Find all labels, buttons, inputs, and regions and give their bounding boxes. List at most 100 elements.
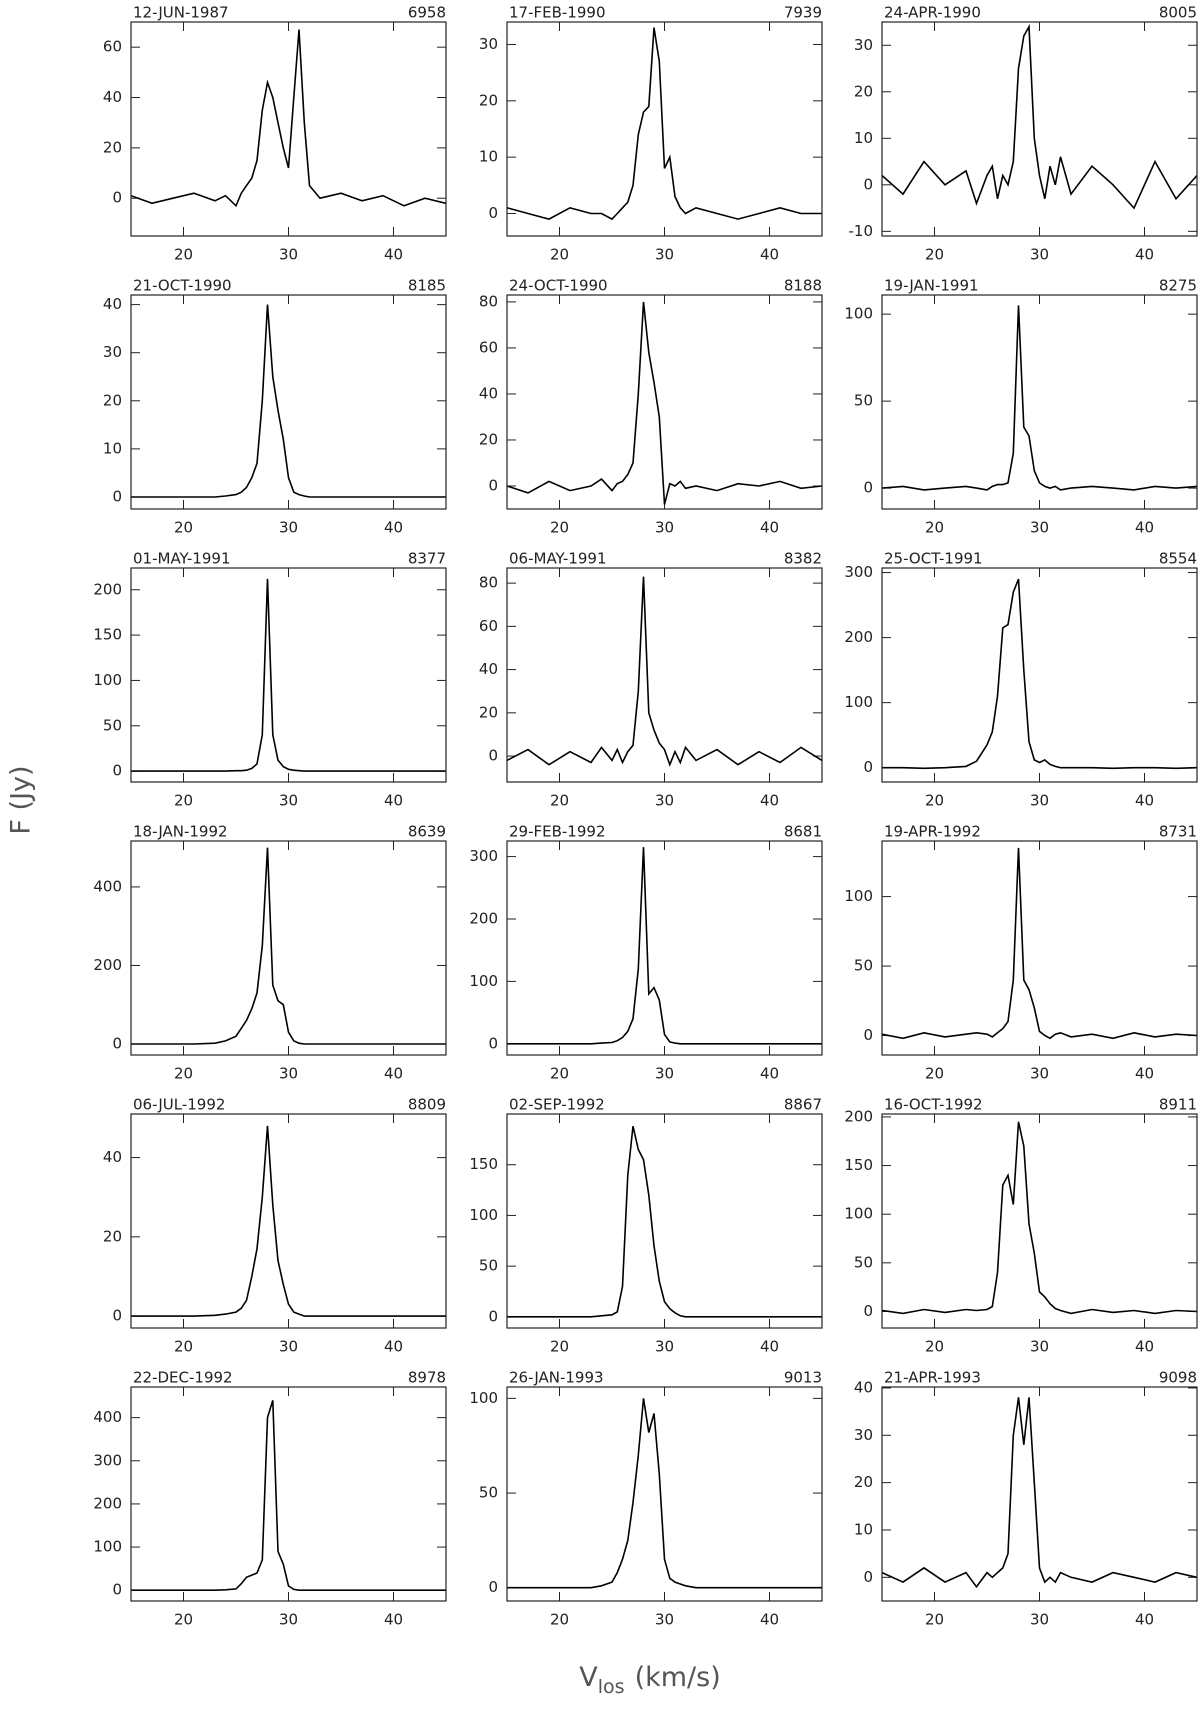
panel-title: 21-APR-1993 xyxy=(884,1369,981,1387)
panel-id: 8382 xyxy=(784,550,822,568)
panel-title: 19-APR-1992 xyxy=(884,823,981,841)
x-tick-label: 30 xyxy=(1030,1338,1049,1356)
panel-title: 24-APR-1990 xyxy=(884,4,981,22)
panel-title: 06-JUL-1992 xyxy=(133,1096,225,1114)
panel-title: 02-SEP-1992 xyxy=(509,1096,605,1114)
y-tick-label: 50 xyxy=(103,716,122,734)
x-tick-label: 40 xyxy=(1135,246,1154,264)
y-tick-label: 0 xyxy=(112,762,122,780)
plot-frame xyxy=(130,567,447,783)
y-tick-label: 100 xyxy=(844,305,873,323)
y-tick-label: 80 xyxy=(479,292,498,310)
panel-title: 19-JAN-1991 xyxy=(884,277,979,295)
y-tick-label: 50 xyxy=(479,1257,498,1275)
panel: 21-OCT-1990 8185 0 10 20 30 40 20 30 40 xyxy=(103,277,447,537)
x-tick-label: 30 xyxy=(279,246,298,264)
panel-id: 7939 xyxy=(784,4,822,22)
y-tick-label: 100 xyxy=(844,887,873,905)
y-tick-label: 50 xyxy=(854,957,873,975)
plot-frame xyxy=(130,840,447,1056)
panel: 19-JAN-1991 8275 0 50 100 20 30 40 xyxy=(844,277,1198,537)
plot-frame xyxy=(881,840,1198,1056)
panel-title: 22-DEC-1992 xyxy=(133,1369,233,1387)
x-tick-label: 30 xyxy=(279,519,298,537)
panel-title: 06-MAY-1991 xyxy=(509,550,607,568)
spectrum-line xyxy=(131,1125,446,1317)
y-tick-label: 0 xyxy=(488,747,498,765)
y-tick-label: 150 xyxy=(469,1155,498,1173)
panel-id: 6958 xyxy=(408,4,446,22)
x-tick-label: 30 xyxy=(1030,1611,1049,1629)
plot-frame xyxy=(881,1386,1198,1602)
y-tick-label: 40 xyxy=(854,1378,873,1396)
x-tick-label: 30 xyxy=(279,792,298,810)
y-tick-label: 200 xyxy=(844,628,873,646)
x-tick-label: 20 xyxy=(550,1338,569,1356)
x-tick-label: 30 xyxy=(655,1611,674,1629)
y-tick-label: 100 xyxy=(844,693,873,711)
y-tick-label: 0 xyxy=(112,1307,122,1325)
y-tick-label: 30 xyxy=(854,1426,873,1444)
plot-frame xyxy=(130,21,447,237)
panel-title: 17-FEB-1990 xyxy=(509,4,605,22)
x-tick-label: 40 xyxy=(384,1611,403,1629)
y-tick-label: 0 xyxy=(488,476,498,494)
y-tick-label: 200 xyxy=(844,1107,873,1125)
y-tick-label: 150 xyxy=(844,1156,873,1174)
x-tick-label: 20 xyxy=(925,1338,944,1356)
spectrum-line xyxy=(507,27,822,221)
x-tick-label: 20 xyxy=(550,792,569,810)
spectrum-line xyxy=(507,301,822,505)
x-axis-label-sub: los xyxy=(598,1676,625,1698)
x-tick-label: 20 xyxy=(174,519,193,537)
y-tick-label: 100 xyxy=(93,671,122,689)
y-tick-label: 60 xyxy=(103,38,122,56)
x-tick-label: 40 xyxy=(760,1611,779,1629)
y-tick-label: 40 xyxy=(103,88,122,106)
x-tick-label: 40 xyxy=(760,1338,779,1356)
y-tick-label: 20 xyxy=(103,391,122,409)
x-tick-label: 30 xyxy=(1030,1065,1049,1083)
panel: 24-OCT-1990 8188 0 20 40 60 80 20 30 40 xyxy=(479,277,823,537)
x-tick-label: 30 xyxy=(1030,246,1049,264)
x-tick-label: 40 xyxy=(760,1065,779,1083)
y-tick-label: 10 xyxy=(103,439,122,457)
y-tick-label: 30 xyxy=(479,35,498,53)
y-tick-label: 60 xyxy=(479,338,498,356)
panel-id: 8809 xyxy=(408,1096,446,1114)
plot-frame xyxy=(506,567,823,783)
x-tick-label: 20 xyxy=(174,246,193,264)
x-tick-label: 20 xyxy=(550,519,569,537)
panel-id: 8639 xyxy=(408,823,446,841)
panel-id: 8188 xyxy=(784,277,822,295)
x-tick-label: 40 xyxy=(1135,792,1154,810)
x-tick-label: 20 xyxy=(925,246,944,264)
x-tick-label: 30 xyxy=(279,1338,298,1356)
plot-frame xyxy=(506,21,823,237)
panel-id: 8377 xyxy=(408,550,446,568)
y-tick-label: 0 xyxy=(488,204,498,222)
y-tick-label: 30 xyxy=(854,36,873,54)
y-tick-label: 0 xyxy=(488,1578,498,1596)
y-tick-label: 0 xyxy=(863,479,873,497)
y-tick-label: 100 xyxy=(844,1205,873,1223)
y-tick-label: 150 xyxy=(93,626,122,644)
x-tick-label: 40 xyxy=(1135,519,1154,537)
x-tick-label: 20 xyxy=(550,1611,569,1629)
spectrum-line xyxy=(131,304,446,498)
panel: 21-APR-1993 9098 0 10 20 30 40 20 30 40 xyxy=(854,1369,1198,1629)
y-tick-label: 20 xyxy=(479,430,498,448)
plot-frame xyxy=(130,1113,447,1329)
plot-frame xyxy=(881,1113,1198,1329)
y-tick-label: 0 xyxy=(863,1568,873,1586)
y-tick-label: 40 xyxy=(103,1148,122,1166)
spectrum-line xyxy=(882,305,1197,491)
x-tick-label: 40 xyxy=(760,519,779,537)
y-tick-label: 200 xyxy=(93,580,122,598)
panel: 17-FEB-1990 7939 0 10 20 30 20 30 40 xyxy=(479,4,823,264)
y-tick-label: 80 xyxy=(479,574,498,592)
panel-title: 25-OCT-1991 xyxy=(884,550,983,568)
x-tick-label: 30 xyxy=(655,1338,674,1356)
x-tick-label: 20 xyxy=(925,1611,944,1629)
y-tick-label: 300 xyxy=(469,847,498,865)
